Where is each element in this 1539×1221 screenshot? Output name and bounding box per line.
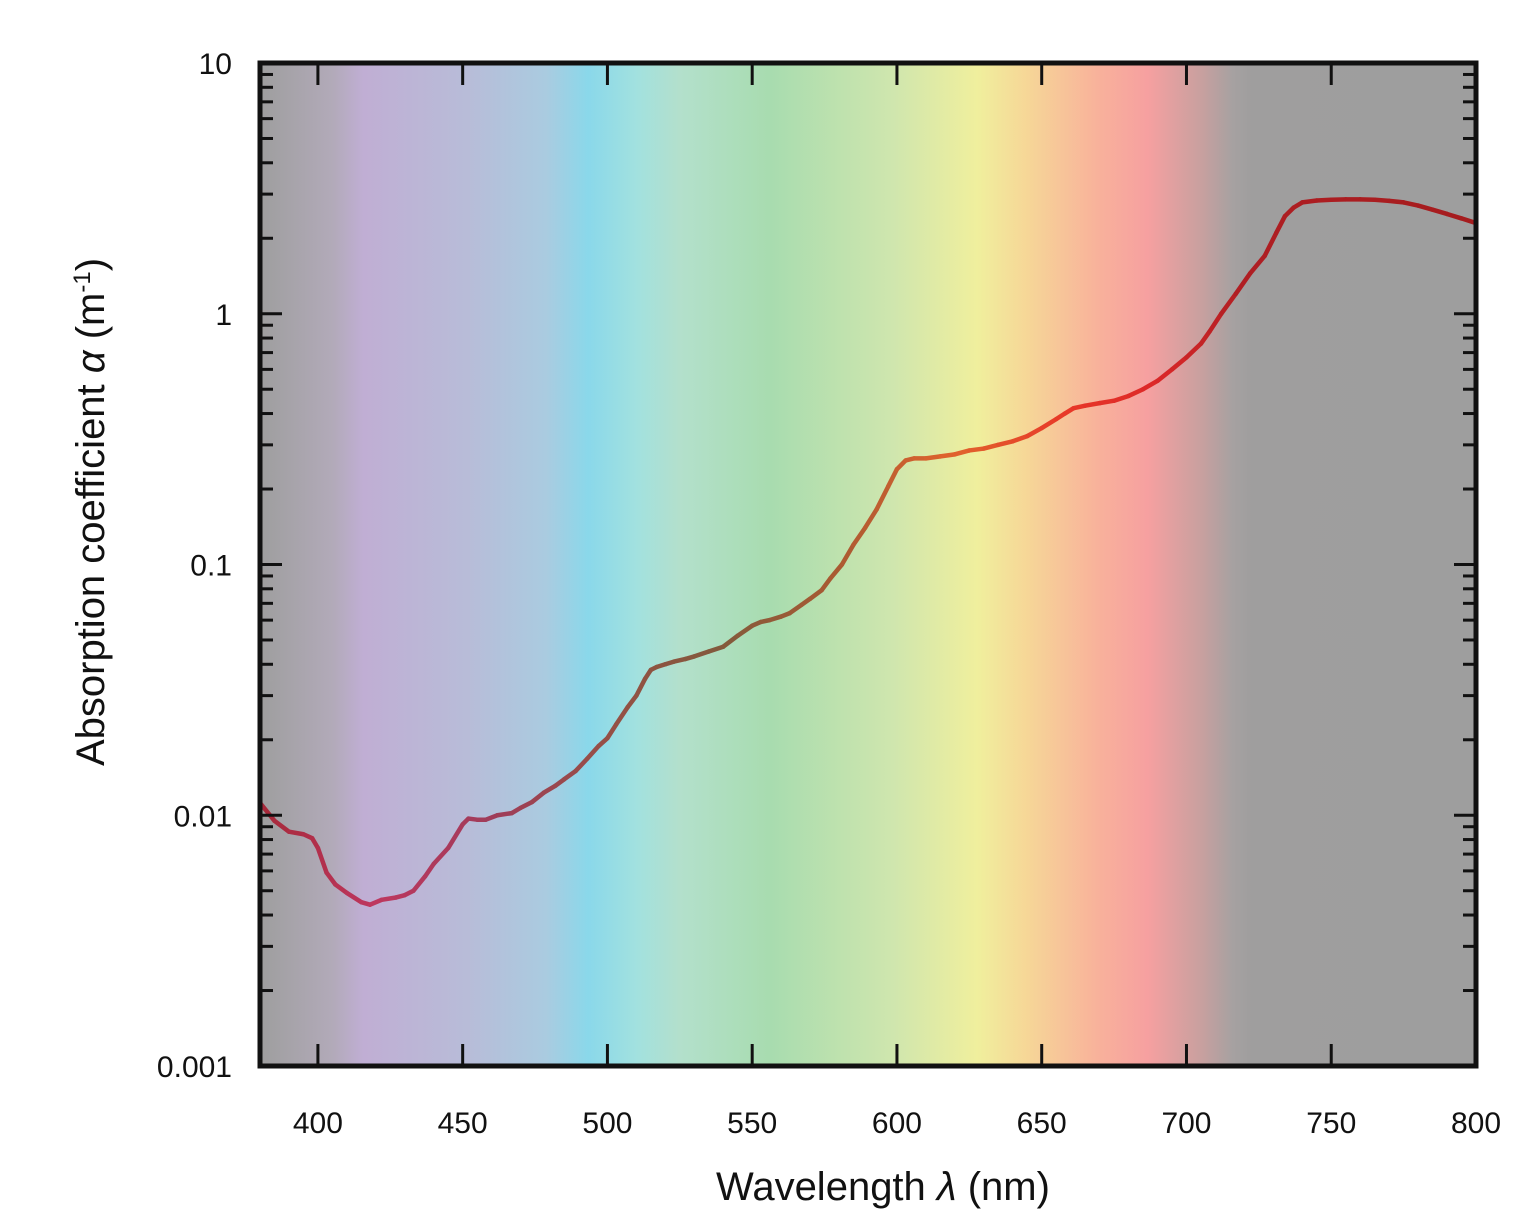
curve-segment — [706, 644, 726, 654]
curve-segment — [561, 768, 578, 782]
curve-segment — [839, 542, 856, 567]
curve-segment — [625, 693, 639, 710]
curve-segment — [807, 587, 824, 602]
curve-segment — [1300, 198, 1320, 205]
x-tick-label: 550 — [727, 1107, 777, 1140]
curve-segment — [1010, 433, 1030, 444]
curve-segment — [886, 466, 900, 489]
curve-segment — [605, 722, 619, 741]
curve-segment — [1169, 355, 1189, 372]
curve-segment — [787, 602, 804, 616]
curve-segment — [1273, 213, 1288, 236]
curve-segment — [692, 649, 712, 659]
curve-segment — [851, 525, 868, 547]
y-tick-label: 1 — [215, 299, 232, 332]
curve-segment — [720, 633, 740, 649]
curve-segment — [923, 454, 943, 461]
curve-segment — [981, 442, 1001, 451]
curve-segment — [1126, 386, 1146, 399]
curve-segment — [634, 676, 648, 698]
curve-segment — [1155, 367, 1175, 384]
curve-segment — [613, 704, 630, 727]
curve-segment — [573, 756, 590, 774]
curve-segment — [1024, 425, 1044, 439]
x-tick-label: 450 — [438, 1107, 488, 1140]
curve-segment — [1039, 416, 1059, 431]
curve-segment — [996, 439, 1016, 448]
curve-segment — [1415, 203, 1435, 212]
x-tick-label: 600 — [872, 1107, 922, 1140]
curve-segment — [1184, 341, 1204, 360]
curve-segment — [1247, 253, 1267, 276]
curve-segment — [862, 507, 879, 531]
curve-segment — [272, 818, 292, 834]
curve-segment — [952, 448, 972, 457]
x-tick-label: 650 — [1017, 1107, 1067, 1140]
curve-segment — [1372, 197, 1392, 204]
curve-segment — [1444, 211, 1464, 221]
curve-segment — [1140, 378, 1160, 392]
curve-segment — [495, 810, 515, 818]
y-tick-label: 0.1 — [190, 550, 232, 583]
curve-segment — [422, 861, 436, 879]
x-tick-label: 700 — [1161, 1107, 1211, 1140]
curve-segment — [1111, 393, 1131, 403]
curve-segment — [324, 870, 338, 887]
y-tick-label: 0.001 — [157, 1051, 232, 1084]
curve-segment — [431, 845, 451, 867]
curve-segment — [1262, 230, 1279, 259]
curve-segment — [1314, 197, 1334, 203]
curve-segment — [1233, 271, 1253, 297]
x-axis-tick-labels: 400 450 500 550 600 650 700 750 800 — [293, 1107, 1501, 1140]
y-tick-label: 10 — [199, 48, 232, 81]
curve-segment — [286, 829, 306, 837]
curve-segment — [819, 576, 833, 593]
curve-segment — [1430, 207, 1450, 217]
y-tick-label: 0.01 — [174, 800, 232, 833]
curve-segment — [445, 822, 465, 851]
curve-segment — [584, 743, 601, 762]
curve-segment — [529, 790, 546, 805]
curve-segment — [874, 484, 891, 512]
absorption-curve — [257, 197, 1479, 907]
curve-segment — [379, 895, 399, 903]
y-axis-tick-labels: 0.001 0.01 0.1 1 10 — [157, 48, 232, 1084]
curve-segment — [735, 623, 755, 638]
curve-segment — [828, 562, 845, 581]
curve-segment — [315, 845, 329, 875]
axis-ticks — [260, 63, 1478, 1068]
curve-segment — [967, 446, 987, 453]
y-axis-title: Absorption coefficient α (m-1) — [69, 258, 113, 766]
x-tick-label: 800 — [1451, 1107, 1501, 1140]
x-axis-title: Wavelength λ (nm) — [716, 1165, 1050, 1209]
curve-segment — [411, 874, 428, 893]
curve-segment — [1097, 398, 1117, 406]
curve-segment — [1082, 400, 1102, 408]
spectrum-background — [260, 63, 1476, 1066]
x-tick-label: 750 — [1306, 1107, 1356, 1140]
x-tick-label: 400 — [293, 1107, 343, 1140]
curve-segment — [1207, 311, 1224, 334]
curve-segment — [938, 452, 958, 459]
curve-segment — [333, 882, 350, 896]
curve-segment — [1218, 291, 1238, 316]
curve-segment — [1401, 200, 1421, 208]
curve-segment — [344, 890, 364, 905]
curve-segment — [1386, 198, 1406, 205]
x-tick-label: 500 — [582, 1107, 632, 1140]
curve-segment — [1198, 329, 1212, 346]
